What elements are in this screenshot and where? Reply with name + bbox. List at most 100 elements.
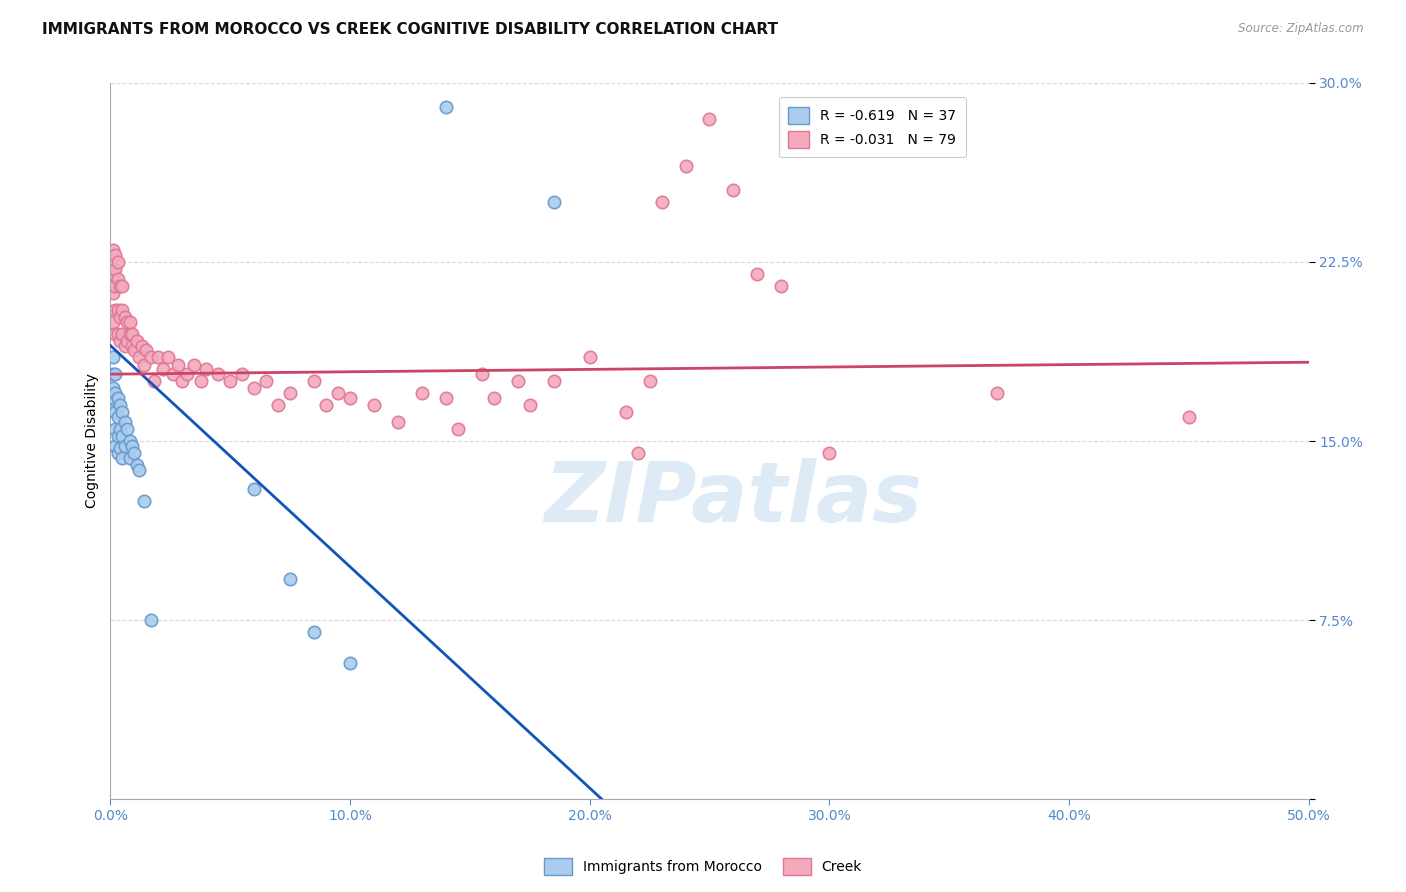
Point	[578, 351, 600, 365]
Point	[118, 315, 141, 329]
Point	[108, 398, 131, 412]
Point	[118, 434, 141, 448]
Point	[111, 302, 134, 317]
Point	[104, 439, 127, 453]
Point	[141, 351, 163, 365]
Point	[699, 112, 721, 126]
Point	[111, 326, 134, 341]
Point	[114, 310, 136, 324]
Point	[128, 351, 150, 365]
Legend: R = -0.619   N = 37, R = -0.031   N = 79: R = -0.619 N = 37, R = -0.031 N = 79	[779, 97, 966, 157]
Point	[107, 429, 129, 443]
Point	[114, 439, 136, 453]
Point	[219, 374, 242, 388]
Point	[183, 358, 205, 372]
Point	[254, 374, 277, 388]
Point	[121, 338, 143, 352]
Point	[118, 326, 141, 341]
Text: ZIPatlas: ZIPatlas	[544, 458, 922, 539]
Point	[278, 573, 301, 587]
Point	[614, 405, 637, 419]
Point	[723, 183, 745, 197]
Point	[104, 367, 127, 381]
Point	[176, 367, 198, 381]
Point	[543, 195, 565, 210]
Y-axis label: Cognitive Disability: Cognitive Disability	[86, 374, 100, 508]
Point	[104, 386, 127, 401]
Point	[101, 351, 124, 365]
Point	[104, 405, 127, 419]
Point	[447, 422, 470, 436]
Point	[104, 278, 127, 293]
Point	[107, 326, 129, 341]
Point	[104, 248, 127, 262]
Point	[243, 482, 266, 496]
Point	[114, 338, 136, 352]
Point	[107, 255, 129, 269]
Point	[124, 446, 146, 460]
Point	[1177, 410, 1199, 425]
Point	[986, 386, 1008, 401]
Point	[101, 267, 124, 281]
Point	[107, 302, 129, 317]
Point	[131, 338, 153, 352]
Point	[108, 310, 131, 324]
Point	[108, 441, 131, 455]
Point	[818, 446, 841, 460]
Point	[156, 351, 179, 365]
Point	[675, 160, 697, 174]
Text: IMMIGRANTS FROM MOROCCO VS CREEK COGNITIVE DISABILITY CORRELATION CHART: IMMIGRANTS FROM MOROCCO VS CREEK COGNITI…	[42, 22, 778, 37]
Point	[278, 386, 301, 401]
Point	[111, 405, 134, 419]
Point	[190, 374, 212, 388]
Point	[339, 656, 361, 670]
Point	[101, 285, 124, 300]
Point	[121, 439, 143, 453]
Point	[302, 624, 325, 639]
Point	[101, 382, 124, 396]
Point	[148, 351, 170, 365]
Point	[101, 243, 124, 257]
Point	[162, 367, 184, 381]
Point	[363, 398, 385, 412]
Point	[111, 450, 134, 465]
Point	[434, 391, 457, 405]
Point	[638, 374, 661, 388]
Point	[115, 315, 138, 329]
Point	[770, 278, 793, 293]
Point	[101, 315, 124, 329]
Point	[207, 367, 229, 381]
Point	[108, 422, 131, 436]
Point	[626, 446, 648, 460]
Point	[434, 100, 457, 114]
Point	[104, 326, 127, 341]
Point	[107, 391, 129, 405]
Text: Source: ZipAtlas.com: Source: ZipAtlas.com	[1239, 22, 1364, 36]
Point	[387, 415, 409, 429]
Point	[231, 367, 253, 381]
Point	[152, 362, 174, 376]
Point	[326, 386, 349, 401]
Point	[107, 446, 129, 460]
Point	[101, 403, 124, 417]
Point	[115, 334, 138, 348]
Point	[118, 450, 141, 465]
Point	[104, 262, 127, 277]
Point	[111, 429, 134, 443]
Point	[506, 374, 529, 388]
Point	[135, 343, 157, 358]
Point	[125, 334, 148, 348]
Point	[267, 398, 290, 412]
Point	[104, 302, 127, 317]
Point	[142, 374, 165, 388]
Point	[651, 195, 673, 210]
Point	[114, 415, 136, 429]
Point	[172, 374, 194, 388]
Point	[128, 463, 150, 477]
Point	[543, 374, 565, 388]
Point	[101, 391, 124, 405]
Point	[107, 271, 129, 285]
Point	[121, 326, 143, 341]
Point	[107, 410, 129, 425]
Point	[108, 278, 131, 293]
